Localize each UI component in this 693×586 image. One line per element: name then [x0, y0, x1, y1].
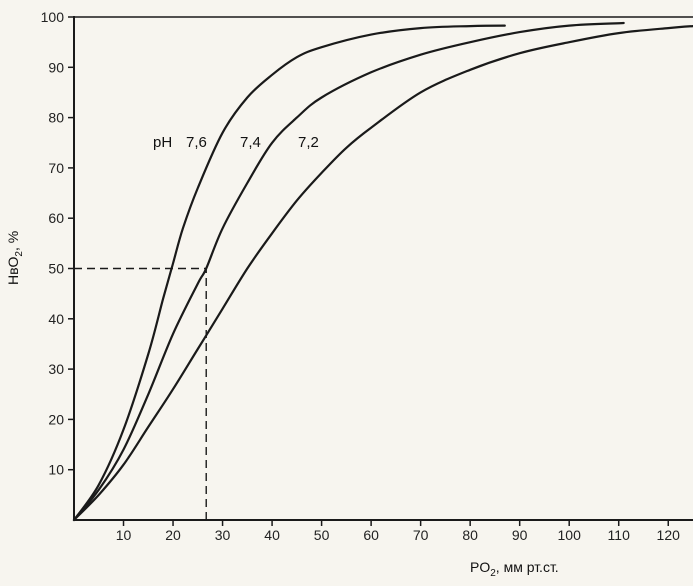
x-tick-label: 100	[558, 527, 582, 543]
y-tick-label: 30	[48, 361, 64, 377]
series-label-ph-74: 7,4	[240, 134, 261, 151]
x-tick-label: 80	[462, 527, 478, 543]
y-tick-label: 90	[48, 59, 64, 75]
series-label-ph-72: 7,2	[298, 134, 319, 151]
y-tick-label: 40	[48, 311, 64, 327]
series-curves	[72, 21, 693, 522]
y-tick-label: 80	[48, 110, 64, 126]
y-tick-label: 70	[48, 160, 64, 176]
x-tick-label: 30	[215, 527, 231, 543]
y-tick-label: 10	[48, 462, 64, 478]
y-tick-label: 20	[48, 411, 64, 427]
series-label-ph-76: 7,6	[186, 134, 207, 151]
curve-ph-72	[72, 25, 693, 522]
x-tick-label: 90	[512, 527, 528, 543]
x-tick-label: 60	[363, 527, 379, 543]
curve-ph-74	[72, 21, 625, 522]
x-tick-label: 120	[657, 527, 681, 543]
y-tick-label: 60	[48, 210, 64, 226]
x-tick-label: 10	[116, 527, 132, 543]
x-tick-label: 50	[314, 527, 330, 543]
series-annotations: 7,6 7,4 7,2 pH	[153, 134, 319, 151]
x-axis-title: PO2, мм рт.ст.	[470, 559, 559, 579]
x-tick-label: 20	[165, 527, 181, 543]
y-axis-title: HвO2, %	[5, 231, 25, 285]
x-tick-label: 110	[608, 527, 631, 543]
reference-lines	[74, 267, 207, 520]
x-tick-label: 40	[264, 527, 280, 543]
axis-ticks: 10 20 30 40 50 60 70 80 90 100 10 20 30 40 50 60 70 80 90 1…	[41, 9, 680, 543]
curve-ph-76	[72, 24, 506, 522]
ph-prefix-label: pH	[153, 134, 172, 151]
y-tick-label: 50	[48, 261, 64, 277]
y-tick-label: 100	[41, 9, 65, 25]
x-tick-label: 70	[413, 527, 429, 543]
